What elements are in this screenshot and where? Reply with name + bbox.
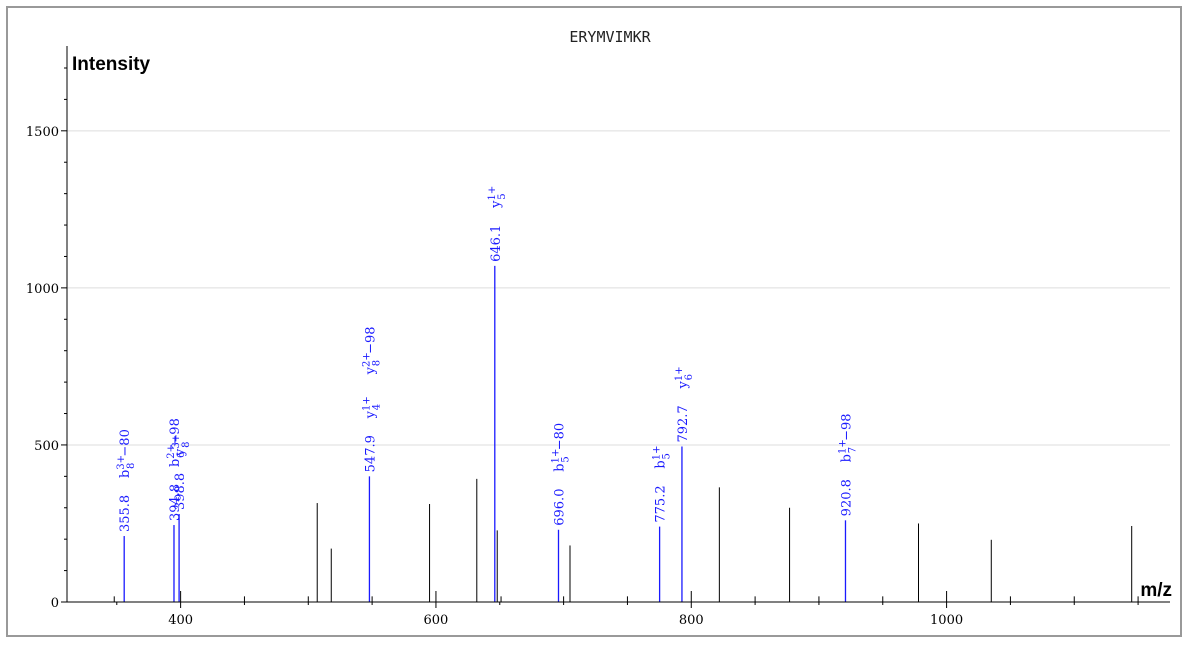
peak-ion-label: b1+5 (652, 446, 673, 469)
peak-mz-label: 920.8 (839, 479, 854, 516)
peak-mz-label: 398.8 (173, 473, 188, 510)
peak-ion-label: y3+8 (171, 434, 192, 457)
peak-ion-label: b3+8−80 (116, 429, 137, 478)
x-tick-label: 1000 (930, 613, 963, 628)
peak-ion-label: b1+5−80 (550, 423, 571, 472)
chart-frame (6, 6, 1182, 637)
y-axis-label: Intensity (72, 54, 151, 75)
peak-mz-label: 792.7 (676, 405, 691, 442)
peak-ion-label: b1+7−98 (837, 413, 858, 462)
peak-ion-label: y2+8−98 (361, 326, 382, 375)
peak-mz-label: 394.8 (168, 484, 183, 521)
ticks-layer: 0 500 1000 1500 400 600 800 1000 (26, 67, 1139, 628)
peak-ion-label: y1+6 (674, 366, 695, 389)
grid-layer (67, 130, 1170, 446)
x-tick-label: 600 (424, 613, 449, 628)
peak-ion-label: y1+5 (487, 186, 508, 209)
x-tick-label: 400 (168, 613, 193, 628)
peak-mz-label: 355.8 (118, 495, 133, 532)
x-tick-label: 800 (679, 613, 704, 628)
peak-ion-label: y1+4 (361, 396, 382, 419)
peak-mz-label: 547.9 (363, 435, 378, 472)
y-tick-label: 1000 (26, 282, 59, 297)
chart-title: ERYMVIMKR (569, 28, 651, 46)
peaks-layer (113, 265, 1139, 602)
peak-mz-label: 646.1 (489, 225, 504, 262)
peak-mz-label: 775.2 (654, 485, 669, 522)
y-tick-label: 1500 (26, 125, 59, 140)
y-tick-label: 500 (34, 439, 59, 454)
y-tick-label: 0 (51, 596, 59, 611)
labels-layer: 355.8 b3+8−80 394.8 b2+6−98 398.8 y3+8 547.9 y1… (116, 186, 858, 532)
x-axis-label: m/z (1140, 580, 1172, 601)
peak-mz-label: 696.0 (552, 489, 567, 526)
peak-ion-label: b2+6−98 (166, 418, 187, 467)
